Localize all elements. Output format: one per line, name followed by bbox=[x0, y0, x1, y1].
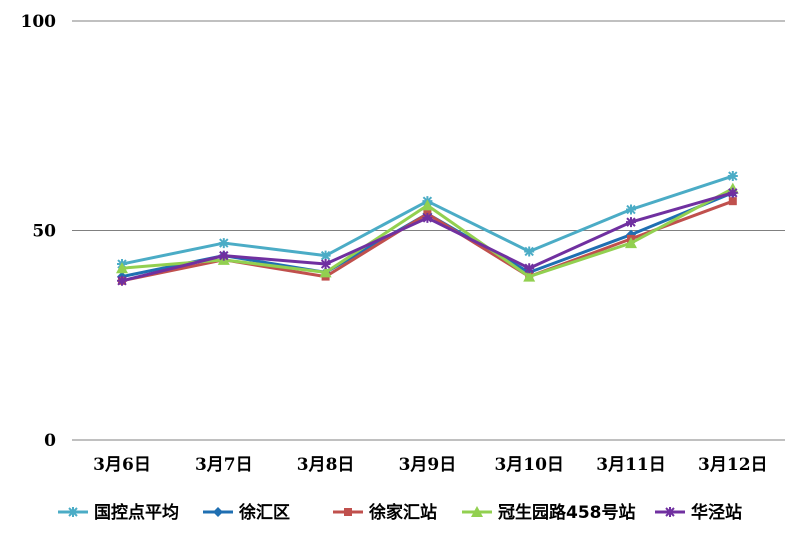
y-tick-label: 50 bbox=[32, 222, 56, 242]
data-point bbox=[116, 262, 128, 274]
legend: 国控点平均 徐汇区 徐家汇站 冠生园路458号站 华泾站 bbox=[58, 502, 742, 523]
legend-marker bbox=[344, 508, 352, 516]
data-point bbox=[117, 275, 127, 286]
data-point bbox=[218, 238, 229, 249]
data-point bbox=[422, 212, 433, 223]
series-4 bbox=[117, 187, 738, 286]
legend-item: 华泾站 bbox=[655, 502, 742, 523]
x-tick-label: 3月12日 bbox=[698, 455, 768, 475]
x-tick-label: 3月6日 bbox=[93, 455, 151, 475]
series-lines bbox=[116, 171, 739, 286]
legend-label: 冠生园路458号站 bbox=[498, 502, 636, 523]
data-point bbox=[320, 250, 331, 261]
legend-label: 华泾站 bbox=[691, 502, 742, 523]
legend-marker bbox=[471, 506, 483, 517]
y-axis-tick-labels: 0 50 100 bbox=[21, 12, 57, 451]
data-point bbox=[727, 187, 738, 198]
data-point bbox=[320, 259, 331, 270]
legend-label: 徐汇区 bbox=[238, 502, 290, 523]
data-point bbox=[524, 246, 535, 257]
legend-item: 徐家汇站 bbox=[333, 502, 437, 523]
y-tick-label: 100 bbox=[21, 12, 57, 32]
data-point bbox=[421, 199, 434, 211]
x-tick-label: 3月10日 bbox=[494, 455, 564, 475]
legend-item: 徐汇区 bbox=[203, 502, 290, 523]
y-tick-label: 0 bbox=[44, 431, 56, 451]
data-point bbox=[625, 237, 637, 249]
data-point bbox=[218, 250, 229, 261]
data-point bbox=[523, 270, 536, 282]
x-axis-tick-labels: 3月6日 3月7日 3月8日 3月9日 3月10日 3月11日 3月12日 bbox=[93, 455, 767, 475]
x-tick-label: 3月9日 bbox=[399, 455, 457, 475]
x-tick-label: 3月11日 bbox=[596, 455, 666, 475]
gridlines bbox=[72, 20, 785, 441]
x-tick-label: 3月8日 bbox=[297, 455, 355, 475]
data-point bbox=[319, 266, 332, 278]
legend-marker bbox=[68, 507, 78, 517]
legend-label: 国控点平均 bbox=[94, 502, 179, 523]
legend-marker bbox=[213, 507, 223, 517]
legend-label: 徐家汇站 bbox=[368, 502, 437, 523]
data-point bbox=[524, 263, 535, 274]
data-point bbox=[626, 217, 636, 228]
data-point bbox=[626, 204, 636, 215]
data-point bbox=[728, 197, 737, 206]
legend-item: 国控点平均 bbox=[58, 502, 179, 523]
legend-item: 冠生园路458号站 bbox=[462, 502, 636, 523]
legend-marker bbox=[665, 507, 675, 517]
data-point bbox=[727, 171, 738, 182]
x-tick-label: 3月7日 bbox=[195, 455, 253, 475]
